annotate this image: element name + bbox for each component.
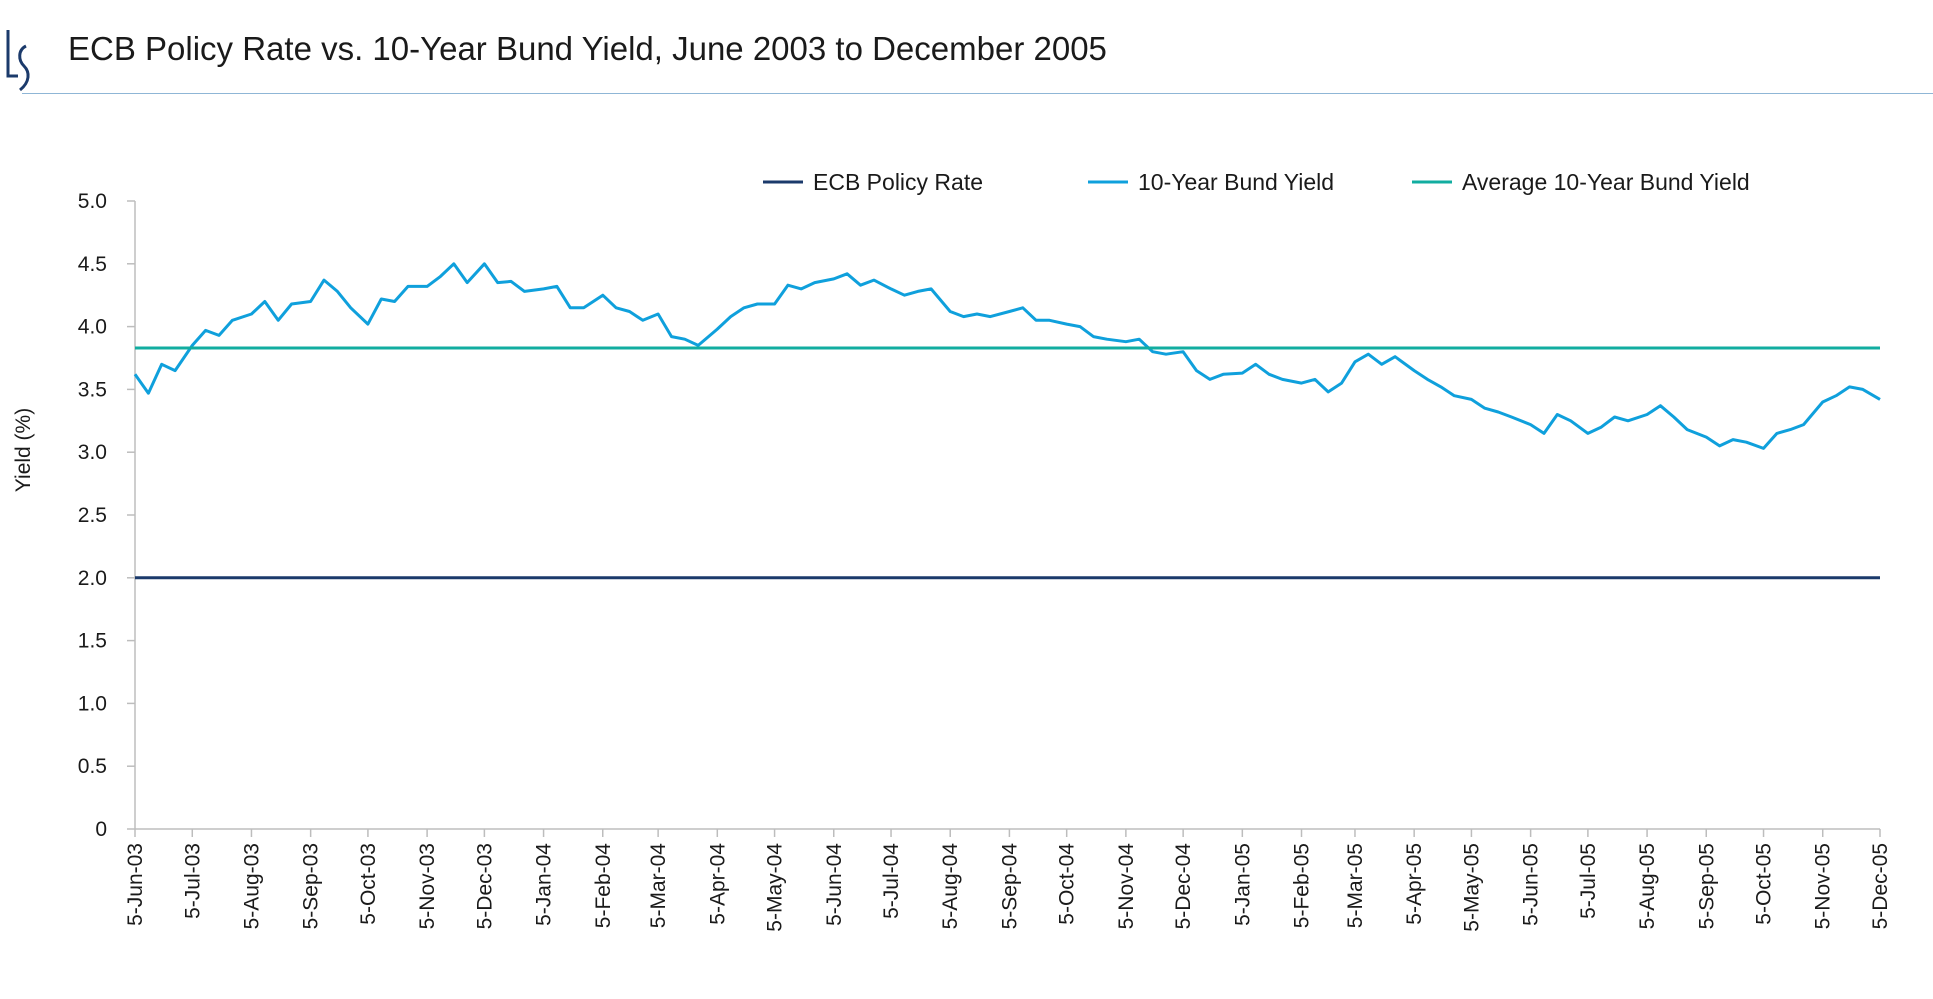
y-tick-label: 2.0 [78,567,107,590]
y-tick-label: 4.0 [78,316,107,339]
legend-label: Average 10-Year Bund Yield [1462,169,1750,195]
legend-label: ECB Policy Rate [813,169,983,195]
logo [6,30,30,92]
x-tick-label: 5-May-05 [1460,843,1483,932]
y-tick-label: 0 [95,818,107,841]
page-title: ECB Policy Rate vs. 10-Year Bund Yield, … [68,30,1107,67]
x-tick-label: 5-Sep-05 [1695,843,1718,929]
x-tick-label: 5-Jul-03 [181,843,204,919]
x-tick-label: 5-Sep-03 [300,843,323,929]
x-tick-label: 5-May-04 [764,843,787,932]
y-tick-label: 1.0 [78,692,107,715]
x-tick-label: 5-Aug-03 [240,843,263,929]
x-tick-label: 5-Aug-05 [1636,843,1659,929]
x-tick-label: 5-Jan-05 [1231,843,1254,926]
x-tick-label: 5-Jun-03 [124,843,147,926]
bund-yield-line [133,262,1881,450]
x-tick-label: 5-Nov-03 [416,843,439,929]
x-tick-label: 5-Feb-04 [592,843,615,929]
y-tick-label: 0.5 [78,755,107,778]
x-tick-label: 5-Sep-04 [998,843,1021,930]
x-tick-label: 5-Oct-05 [1753,843,1776,925]
x-tick-label: 5-Oct-03 [357,843,380,925]
x-tick-label: 5-Jul-04 [880,843,903,919]
y-tick-label: 3.0 [78,441,107,464]
x-tick-label: 5-Apr-05 [1403,843,1426,925]
y-tick-label: 1.5 [78,630,107,653]
y-tick-label: 3.5 [78,378,107,401]
x-tick-label: 5-Jun-04 [823,843,846,926]
x-tick-label: 5-Apr-04 [706,843,729,925]
x-tick-label: 5-Dec-04 [1172,843,1195,930]
x-tick-label: 5-Nov-04 [1115,843,1138,930]
x-tick-label: 5-Mar-04 [647,843,670,929]
x-tick-label: 5-Aug-04 [939,843,962,930]
legend-label: 10-Year Bund Yield [1138,169,1334,195]
x-tick-label: 5-Mar-05 [1344,843,1367,928]
x-tick-label: 5-Jan-04 [533,843,556,926]
x-tick-label: 5-Dec-03 [473,843,496,929]
x-tick-label: 5-Jul-05 [1577,843,1600,919]
x-tick-label: 5-Nov-05 [1812,843,1835,929]
y-tick-label: 2.5 [78,504,107,527]
y-tick-label: 4.5 [78,253,107,276]
y-tick-label: 5.0 [78,190,107,213]
x-tick-label: 5-Oct-04 [1056,843,1079,925]
x-tick-label: 5-Feb-05 [1291,843,1314,928]
header-divider [22,93,1933,94]
x-tick-label: 5-Jun-05 [1520,843,1543,926]
y-axis-label: Yield (%) [12,408,35,492]
x-tick-label: 5-Dec-05 [1869,843,1892,929]
